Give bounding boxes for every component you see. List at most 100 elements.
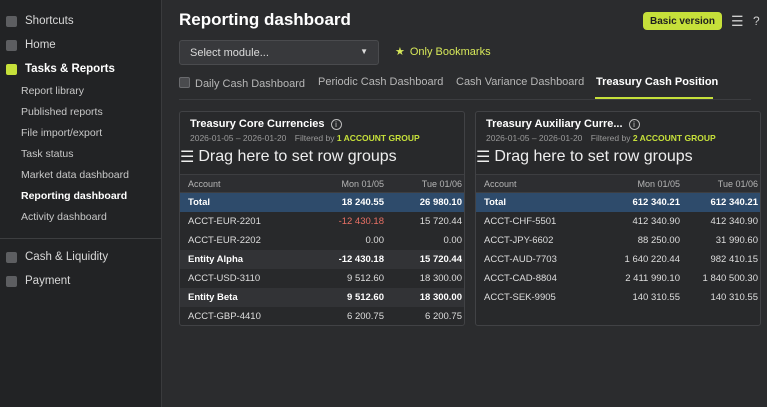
cell-tue: 15 720.44 <box>419 254 462 265</box>
table-row[interactable]: ACCT-GBP-4410 6 200.75 6 200.75 <box>180 307 464 325</box>
cell-tue: 6 200.75 <box>425 311 462 322</box>
main-content: Reporting dashboard Basic version ☰ ? Se… <box>163 0 767 407</box>
table-row[interactable]: Total 18 240.55 26 980.10 <box>180 193 464 212</box>
column-header-mon[interactable]: Mon 01/05 <box>637 178 680 189</box>
cell-mon: 9 512.60 <box>347 292 384 303</box>
sidebar-subitem-file-import-export[interactable]: File import/export <box>21 127 103 139</box>
group-row[interactable]: Entity Alpha -12 430.18 15 720.44 <box>180 250 464 269</box>
bookmarks-toggle[interactable]: ★ Only Bookmarks <box>395 45 491 59</box>
column-header-tue[interactable]: Tue 01/06 <box>421 178 462 189</box>
card-filter-value[interactable]: 1 ACCOUNT GROUP <box>336 133 420 143</box>
cell-tue: 18 300.00 <box>419 273 462 284</box>
page-title: Reporting dashboard <box>179 10 351 29</box>
column-header-account[interactable]: Account <box>484 178 517 189</box>
card-filter-value[interactable]: 2 ACCOUNT GROUP <box>632 133 716 143</box>
table-row[interactable]: ACCT-CHF-5501 412 340.90 412 340.90 <box>476 212 760 231</box>
cell-tue: 0.00 <box>443 235 463 246</box>
table-row[interactable]: ACCT-EUR-2202 0.00 0.00 <box>180 231 464 250</box>
sidebar-divider <box>0 238 162 239</box>
sidebar-item-label: Payment <box>25 275 71 287</box>
cell-tue: 412 340.90 <box>710 216 758 227</box>
cell-account: ACCT-USD-3110 <box>188 273 261 284</box>
cell-tue: 140 310.55 <box>710 292 758 303</box>
tab-periodic-cash-dashboard[interactable]: Periodic Cash Dashboard <box>318 76 444 88</box>
module-select-placeholder: Select module... <box>190 46 269 59</box>
row-group-drop-zone[interactable]: ☰ Drag here to set row groups <box>180 147 397 167</box>
card-title-text: Treasury Auxiliary Curre... <box>486 118 623 130</box>
cell-account: Entity Beta <box>188 292 238 303</box>
cell-mon: 2 411 990.10 <box>625 273 680 284</box>
info-icon[interactable]: i <box>330 118 342 130</box>
tab-daily-cash-dashboard[interactable]: Daily Cash Dashboard <box>179 77 305 90</box>
tab-treasury-cash-position[interactable]: Treasury Cash Position <box>596 76 719 88</box>
card-title: Treasury Auxiliary Curre... i <box>486 118 640 130</box>
table-row[interactable]: Total 612 340.21 612 340.21 <box>476 193 760 212</box>
shortcuts-icon <box>6 15 17 27</box>
sidebar-item-shortcuts[interactable]: Shortcuts <box>6 12 74 30</box>
sidebar-item-home[interactable]: Home <box>6 36 56 54</box>
card-meta: 2026-01-05 – 2026-01-20 Filtered by 1 AC… <box>190 133 420 143</box>
sidebar-subitem-activity-dashboard[interactable]: Activity dashboard <box>21 211 107 223</box>
column-header-account[interactable]: Account <box>188 178 221 189</box>
cell-account: Total <box>188 197 210 208</box>
sidebar-item-label: Shortcuts <box>25 15 74 27</box>
sidebar-item-label: Tasks & Reports <box>25 63 115 75</box>
cell-mon: -12 430.18 <box>338 254 384 265</box>
cell-account: Total <box>484 197 506 208</box>
table-row[interactable]: ACCT-EUR-2201 -12 430.18 15 720.44 <box>180 212 464 231</box>
active-tab-indicator <box>595 97 713 99</box>
drag-handle-icon: ☰ <box>476 149 491 166</box>
cell-account: ACCT-GBP-4410 <box>188 311 261 322</box>
sidebar-subitem-published-reports[interactable]: Published reports <box>21 106 103 118</box>
drag-handle-icon: ☰ <box>180 149 195 166</box>
card-date-range: 2026-01-05 – 2026-01-20 <box>190 133 287 143</box>
cell-account: ACCT-CHF-5501 <box>484 216 557 227</box>
column-header-mon[interactable]: Mon 01/05 <box>341 178 384 189</box>
row-group-drop-zone[interactable]: ☰ Drag here to set row groups <box>476 147 693 167</box>
data-grid: Account Mon 01/05 Tue 01/06 Total 18 240… <box>180 174 464 325</box>
cell-account: ACCT-SEK-9905 <box>484 292 556 303</box>
report-card-core: Treasury Core Currencies i 2026-01-05 – … <box>179 111 465 326</box>
star-icon: ★ <box>395 46 405 58</box>
cell-tue: 982 410.15 <box>710 254 758 265</box>
table-row[interactable]: ACCT-JPY-6602 88 250.00 31 990.60 <box>476 231 760 250</box>
info-icon[interactable]: i <box>628 118 640 130</box>
module-select[interactable]: Select module... ▼ <box>179 40 379 65</box>
sidebar-item-label: Cash & Liquidity <box>25 251 109 263</box>
column-header-tue[interactable]: Tue 01/06 <box>717 178 758 189</box>
cell-tue: 31 990.60 <box>715 235 758 246</box>
bookmarks-label: Only Bookmarks <box>409 45 491 58</box>
cell-mon: 0.00 <box>365 235 385 246</box>
tab-cash-variance-dashboard[interactable]: Cash Variance Dashboard <box>456 76 585 88</box>
cell-mon: 18 240.55 <box>341 197 384 208</box>
cell-mon: -12 430.18 <box>338 216 384 227</box>
sidebar-subitem-report-library[interactable]: Report library <box>21 85 85 97</box>
cell-account: Entity Alpha <box>188 254 244 265</box>
drag-label: Drag here to set row groups <box>494 148 693 165</box>
cell-account: ACCT-EUR-2201 <box>188 216 261 227</box>
payment-icon <box>6 275 17 287</box>
grid-header: Account Mon 01/05 Tue 01/06 <box>476 174 760 193</box>
help-icon[interactable]: ? <box>753 14 760 28</box>
sidebar-subitem-market-data-dashboard[interactable]: Market data dashboard <box>21 169 129 181</box>
table-row[interactable]: ACCT-SEK-9905 140 310.55 140 310.55 <box>476 288 760 307</box>
cell-tue: 15 720.44 <box>419 216 462 227</box>
sidebar-item-label: Home <box>25 39 56 51</box>
sidebar-subitem-task-status[interactable]: Task status <box>21 148 74 160</box>
sidebar-subitem-reporting-dashboard[interactable]: Reporting dashboard <box>21 190 128 202</box>
table-row[interactable]: ACCT-USD-3110 9 512.60 18 300.00 <box>180 269 464 288</box>
sidebar-item-cash-liquidity[interactable]: Cash & Liquidity <box>6 248 108 266</box>
sidebar-item-tasks-reports[interactable]: Tasks & Reports <box>6 60 115 78</box>
group-row[interactable]: Entity Beta 9 512.60 18 300.00 <box>180 288 464 307</box>
report-card-auxiliary: Treasury Auxiliary Curre... i 2026-01-05… <box>475 111 761 326</box>
table-row[interactable]: ACCT-AUD-7703 1 640 220.44 982 410.15 <box>476 250 760 269</box>
card-filter-prefix: Filtered by <box>590 133 631 143</box>
cell-account: ACCT-CAD-8804 <box>484 273 557 284</box>
sidebar-item-payment[interactable]: Payment <box>6 272 70 290</box>
tasks-reports-icon <box>6 63 17 75</box>
table-row[interactable]: ACCT-CAD-8804 2 411 990.10 1 840 500.30 <box>476 269 760 288</box>
version-button[interactable]: Basic version <box>643 12 722 30</box>
cell-mon: 1 640 220.44 <box>624 254 680 265</box>
card-meta: 2026-01-05 – 2026-01-20 Filtered by 2 AC… <box>486 133 716 143</box>
menu-icon[interactable]: ☰ <box>731 13 744 29</box>
